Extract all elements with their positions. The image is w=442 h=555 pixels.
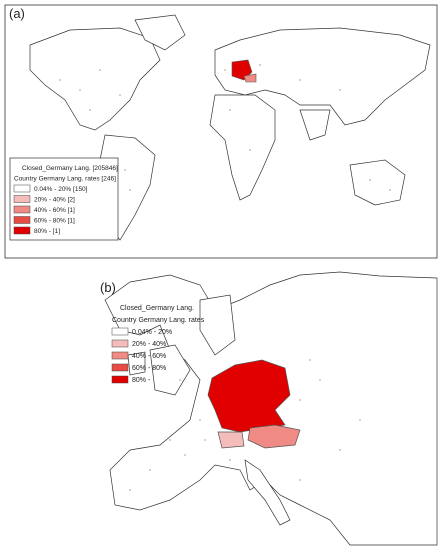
europe-map — [104, 271, 438, 546]
legend-swatch — [13, 216, 31, 224]
legend-label: 20% - 40% — [132, 341, 166, 348]
panel-label: (a) — [9, 6, 25, 21]
legend: Closed_Germany Lang. [205846] Country Ger… — [9, 157, 119, 241]
legend-swatch — [13, 226, 31, 235]
legend-label: 60% - 80% [1] — [34, 218, 75, 225]
legend-label: 60% - 80% — [132, 365, 166, 372]
legend-swatch — [111, 339, 129, 348]
legend-label: 0.04% - 20% — [132, 329, 172, 336]
legend-label: 0.04% - 20% [150] — [34, 186, 88, 193]
legend-swatch — [111, 375, 129, 384]
panel-label: (b) — [100, 280, 116, 295]
legend-label: 40% - 60% [1] — [34, 207, 75, 214]
legend-swatch — [13, 205, 31, 214]
legend-swatch — [111, 327, 129, 336]
legend-label: 40% - 60% — [132, 353, 166, 360]
legend-subtitle: Country Germany Lang. rates — [112, 317, 205, 324]
legend-swatch — [111, 363, 129, 372]
legend-label: 80% - — [132, 377, 151, 384]
legend-subtitle: Country Germany Lang. rates [246] — [14, 176, 116, 183]
legend-label: 80% - [1] — [34, 228, 60, 235]
legend-swatch — [111, 351, 129, 360]
legend-title: Closed_Germany Lang. — [120, 305, 194, 312]
legend-label: 20% - 40% [2] — [34, 197, 75, 204]
legend-swatch — [13, 195, 31, 203]
legend-swatch — [13, 184, 31, 193]
legend-title: Closed_Germany Lang. [205846] — [22, 165, 118, 172]
legend: Closed_Germany Lang. Country Germany Lang… — [111, 305, 205, 384]
